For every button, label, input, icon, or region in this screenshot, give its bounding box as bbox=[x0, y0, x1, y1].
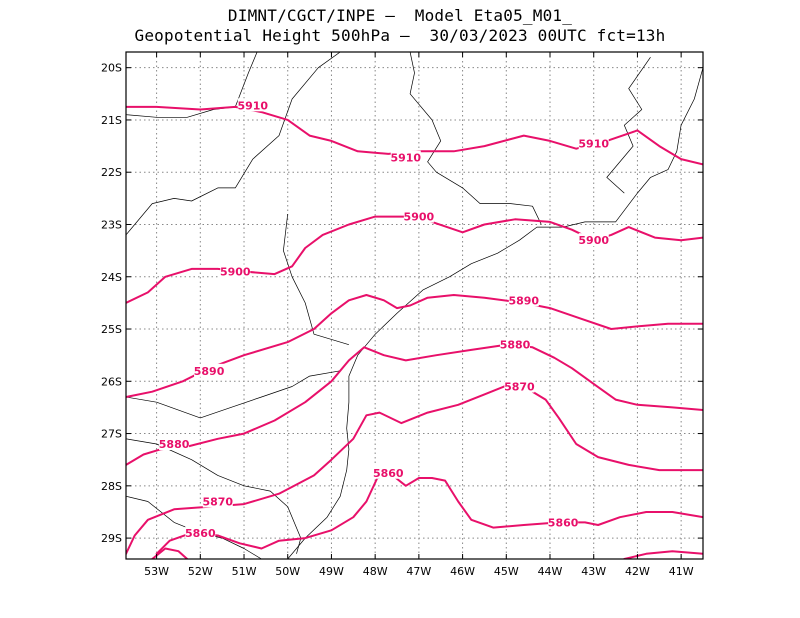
lat-tick-label: 28S bbox=[101, 480, 122, 493]
chart-title-line-2: Geopotential Height 500hPa – 30/03/2023 … bbox=[134, 26, 666, 45]
lon-tick-label: 41W bbox=[669, 565, 694, 578]
contour-label-bg bbox=[185, 525, 216, 539]
contour-label-bg bbox=[390, 150, 421, 164]
contour-label-bg bbox=[578, 136, 609, 150]
lat-tick-label: 21S bbox=[101, 114, 122, 127]
contour-5860 bbox=[155, 474, 703, 555]
lat-tick-label: 22S bbox=[101, 166, 122, 179]
coastline-segment bbox=[287, 67, 703, 559]
contour-label: 5860 bbox=[373, 467, 404, 480]
contour-label-bg bbox=[159, 437, 190, 451]
lat-tick-label: 23S bbox=[101, 218, 122, 231]
lon-tick-label: 44W bbox=[538, 565, 563, 578]
contour-label: 5880 bbox=[159, 438, 190, 451]
contour-label-bg bbox=[504, 379, 535, 393]
contour-label: 5860 bbox=[548, 516, 579, 529]
coastline-segment bbox=[283, 213, 350, 346]
axis-ticks: 53W 52W 51W 50W 49W 48W 47W 46W 45W 44W 43W 42W 41W 2… bbox=[101, 52, 703, 578]
lat-tick-label: 29S bbox=[101, 532, 122, 545]
contour-label-bg bbox=[578, 233, 609, 247]
contour-label-bg bbox=[237, 98, 268, 112]
contour-label: 5900 bbox=[404, 211, 435, 224]
lat-tick-label: 20S bbox=[101, 62, 122, 75]
lon-tick-label: 50W bbox=[275, 565, 300, 578]
contour-5890 bbox=[126, 294, 703, 398]
lon-tick-label: 42W bbox=[625, 565, 650, 578]
contour-label: 5910 bbox=[390, 152, 421, 165]
contour-5900 bbox=[126, 215, 703, 304]
contour-label: 5890 bbox=[194, 365, 225, 378]
lat-lon-grid bbox=[126, 52, 703, 559]
contour-label-bg bbox=[194, 363, 225, 377]
contour-label: 5880 bbox=[500, 339, 531, 352]
contour-label-bg bbox=[500, 337, 531, 351]
lat-tick-label: 26S bbox=[101, 375, 122, 388]
contour-label-bg bbox=[508, 293, 539, 307]
contour-label: 5910 bbox=[237, 99, 268, 112]
lon-tick-label: 48W bbox=[363, 565, 388, 578]
lon-tick-label: 53W bbox=[144, 565, 169, 578]
lon-tick-label: 45W bbox=[494, 565, 519, 578]
map-frame bbox=[125, 51, 704, 560]
contour-label-bg bbox=[220, 264, 251, 278]
contour-label: 5890 bbox=[508, 294, 539, 307]
contour-5850 bbox=[151, 547, 189, 559]
contour-labels: 5910 5910 5910 5900 5900 5900 5890 5890 5880 5880… bbox=[159, 98, 609, 540]
contour-5880 bbox=[126, 343, 703, 466]
lon-tick-label: 49W bbox=[319, 565, 344, 578]
lon-tick-label: 46W bbox=[450, 565, 475, 578]
coastline-segment bbox=[126, 255, 341, 419]
contour-label: 5870 bbox=[202, 496, 233, 509]
coastline-segment bbox=[409, 52, 542, 225]
chart-title-line-1: DIMNT/CGCT/INPE – Model Eta05_M01_ bbox=[227, 6, 573, 25]
lon-tick-label: 51W bbox=[232, 565, 257, 578]
contour-label-bg bbox=[548, 515, 579, 529]
contour-label: 5870 bbox=[504, 381, 535, 394]
lon-tick-label: 43W bbox=[581, 565, 606, 578]
contour-label-bg bbox=[202, 494, 233, 508]
coastline-segment bbox=[606, 57, 651, 194]
coastline-segment bbox=[126, 52, 341, 236]
lon-tick-label: 47W bbox=[406, 565, 431, 578]
lat-tick-label: 25S bbox=[101, 323, 122, 336]
lat-tick-label: 27S bbox=[101, 428, 122, 441]
height-contours bbox=[126, 105, 703, 559]
contour-label: 5900 bbox=[220, 266, 251, 279]
lon-tick-label: 52W bbox=[188, 565, 213, 578]
contour-label: 5900 bbox=[578, 234, 609, 247]
contour-label: 5910 bbox=[578, 137, 609, 150]
contour-5850 bbox=[623, 550, 703, 559]
contour-label-bg bbox=[373, 465, 404, 479]
contour-label: 5860 bbox=[185, 527, 216, 540]
contour-label-bg bbox=[403, 209, 434, 223]
lat-tick-label: 24S bbox=[101, 271, 122, 284]
